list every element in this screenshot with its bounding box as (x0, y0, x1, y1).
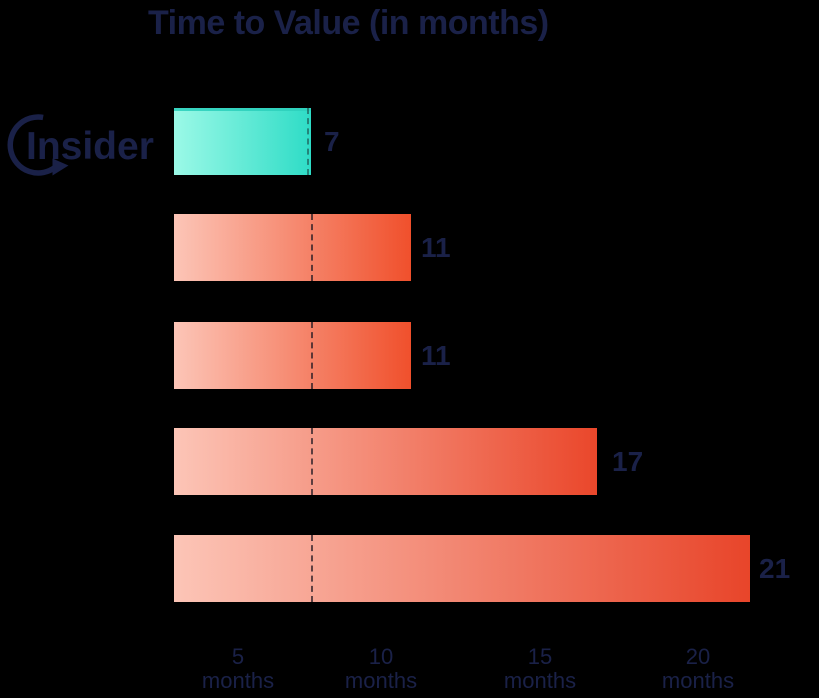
insider-logo-circle-arrow-icon (7, 114, 58, 176)
axis-tick-5-months: 5 months (202, 645, 274, 693)
bar-value-label: 11 (421, 232, 451, 263)
tick-unit: months (201, 668, 275, 693)
reference-dashed-line (307, 108, 309, 175)
tick-unit: months (503, 668, 577, 693)
tick-number: 15 (527, 644, 553, 669)
reference-dashed-line (311, 535, 313, 602)
tick-unit: months (344, 668, 418, 693)
axis-tick-15-months: 15 months (504, 645, 576, 693)
tick-number: 5 (231, 644, 245, 669)
insider-logo-arrowhead-icon (52, 158, 69, 176)
insider-logo-graphic: Insider (7, 114, 154, 176)
bar-insider (174, 108, 311, 175)
reference-dashed-line (311, 428, 313, 495)
tick-number: 10 (368, 644, 394, 669)
reference-dashed-line (311, 322, 313, 389)
axis-tick-10-months: 10 months (345, 645, 417, 693)
bar-competitor-4 (174, 535, 750, 602)
bar-competitor-3 (174, 428, 597, 495)
bar-value-label: 11 (421, 340, 451, 371)
chart-title: Time to Value (in months) (148, 4, 549, 42)
bar-value-label: 17 (612, 446, 644, 477)
tick-unit: months (661, 668, 735, 693)
bar-competitor-2 (174, 322, 411, 389)
reference-dashed-line (311, 214, 313, 281)
bar-value-label: 7 (324, 126, 340, 157)
axis-tick-20-months: 20 months (662, 645, 734, 693)
bar-competitor-1 (174, 214, 411, 281)
tick-number: 20 (685, 644, 711, 669)
insider-logo-text: Insider (26, 125, 154, 168)
bar-value-label: 21 (759, 553, 791, 584)
insider-logo: Insider (2, 106, 170, 184)
